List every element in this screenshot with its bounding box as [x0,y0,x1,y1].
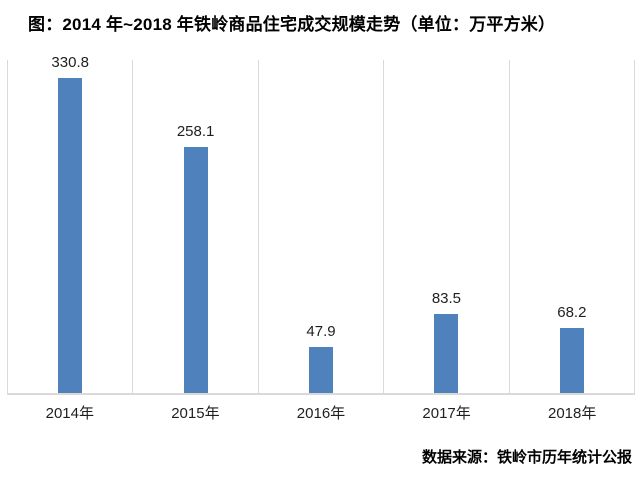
chart-title: 图：2014 年~2018 年铁岭商品住宅成交规模走势（单位：万平方米） [28,15,556,34]
x-axis-label-2017年: 2017年 [422,405,471,422]
data-source-note: 数据来源：铁岭市历年统计公报 [421,449,632,466]
x-axis: 2014年 2015年 2016年 2017年 2018年 [7,404,635,423]
plot-area: 330.8 258.1 47.9 83.5 68.2 [7,54,635,395]
x-axis-label-2015年: 2015年 [171,405,220,422]
value-label-2014年: 330.8 [51,54,89,72]
bar-2016年 [309,347,334,393]
category-column-2015年: 258.1 [132,60,257,393]
bar-2015年 [183,147,208,393]
category-column-2018年: 68.2 [508,60,634,393]
category-column-2016年: 47.9 [257,60,383,393]
bar-2018年 [559,328,584,393]
value-label-2017年: 83.5 [431,289,462,307]
bar-2017年 [434,313,459,393]
value-label-2016年: 47.9 [306,323,336,341]
x-axis-label-2016年: 2016年 [296,405,346,422]
x-axis-label-2018年: 2018年 [547,405,597,422]
category-column-2014年: 330.8 [7,54,132,393]
category-column-2017年: 83.5 [383,60,508,393]
bar-2014年 [58,78,83,393]
x-axis-label-2014年: 2014年 [45,405,94,422]
value-label-2018年: 68.2 [557,304,587,322]
value-label-2015年: 258.1 [176,123,215,141]
